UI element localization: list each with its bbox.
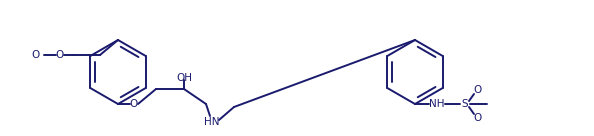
Text: NH: NH [429,99,445,109]
Text: S: S [462,99,468,109]
Text: O: O [474,85,482,95]
Text: O: O [130,99,138,109]
Text: O: O [32,50,40,60]
Text: O: O [56,50,64,60]
Text: O: O [474,113,482,123]
Text: OH: OH [176,73,192,83]
Text: HN: HN [204,117,220,127]
